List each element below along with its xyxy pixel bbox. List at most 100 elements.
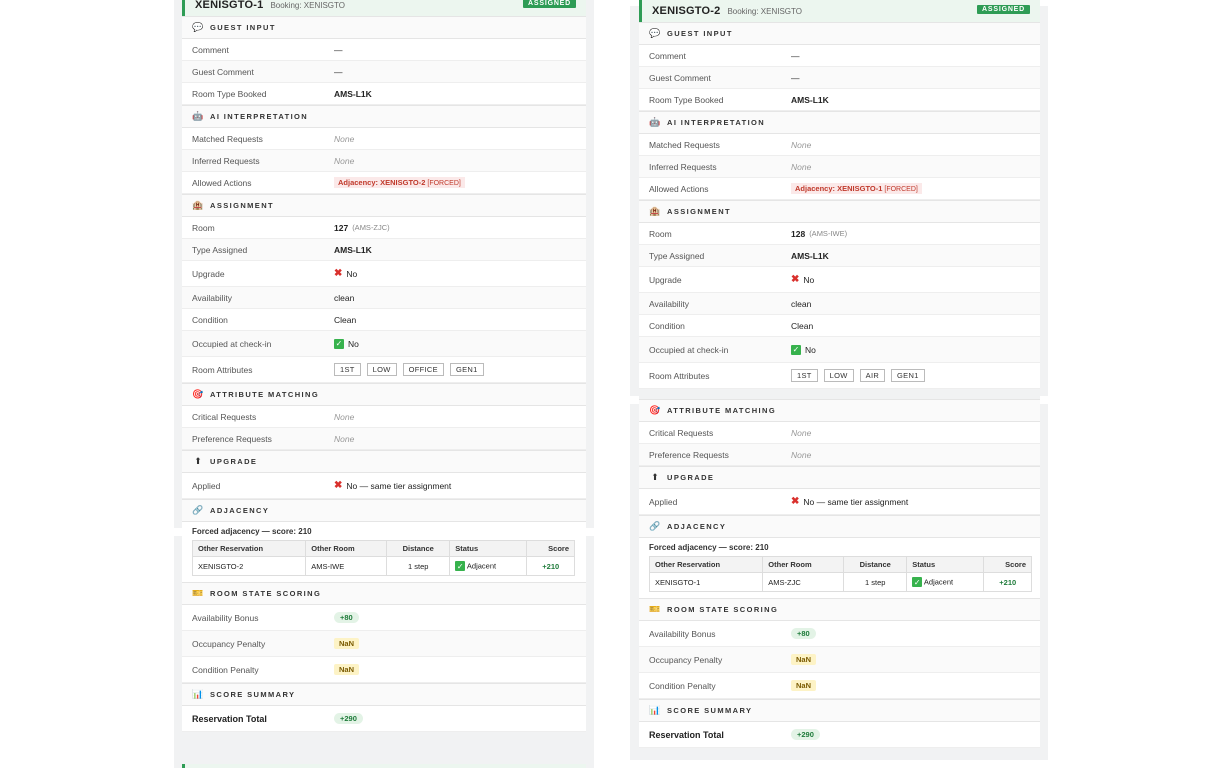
section-guest-input: 💬 GUEST INPUT [639, 22, 1040, 45]
col-other-reservation: Other Reservation [191, 540, 307, 557]
section-title: ASSIGNMENT [667, 207, 732, 216]
row-label: Occupied at check-in [649, 344, 729, 355]
row-allowed-actions: Allowed Actions Adjacency: XENISGTO-2 [FOR… [182, 172, 586, 194]
section-room-state-scoring: 🎫 ROOM STATE SCORING [639, 598, 1040, 621]
forced-text: Adjacency: XENISGTO-2 [338, 178, 426, 187]
row-room-type-booked: Room Type Booked AMS-L1K [639, 89, 1040, 111]
row-value: None [334, 155, 355, 166]
adjacency-table: Other Reservation Other Room Distance St… [648, 556, 1032, 592]
attribute-chip: 1ST [791, 369, 818, 382]
row-room-attributes: Room Attributes 1ST LOW AIR GEN1 [639, 363, 1040, 389]
status-badge: ASSIGNED [523, 0, 576, 8]
row-value: clean [334, 292, 355, 303]
row-availability-bonus: Availability Bonus +80 [182, 605, 586, 631]
bar-chart-icon: 📊 [192, 689, 204, 699]
score-pill: NaN [334, 664, 360, 675]
card-header: XENISGTO-2 Booking: XENISGTO ASSIGNED [639, 0, 1040, 22]
section-title: ATTRIBUTE MATCHING [667, 406, 777, 415]
booking-label: Booking: XENISGTO [727, 6, 802, 16]
row-availability: Availability clean [182, 287, 586, 309]
row-label: Comment [192, 44, 229, 55]
attribute-chip: LOW [366, 363, 397, 376]
robot-icon: 🤖 [192, 111, 204, 121]
row-label: Room Attributes [192, 364, 253, 375]
row-label: Inferred Requests [649, 161, 717, 172]
check-icon: ✓ [912, 577, 923, 587]
room-number: 127 [334, 222, 349, 233]
row-label: Availability [192, 292, 233, 303]
forced-text: Adjacency: XENISGTO-1 [795, 184, 883, 193]
row-type-assigned: Type Assigned AMS-L1K [182, 239, 586, 261]
row-label: Type Assigned [192, 244, 248, 255]
row-occupied: Occupied at check-in ✓ No [182, 331, 586, 357]
row-room-attributes: Room Attributes 1ST LOW OFFICE GEN1 [182, 357, 586, 383]
row-room-type-booked: Room Type Booked AMS-L1K [182, 83, 586, 105]
row-label: Occupancy Penalty [649, 654, 723, 665]
row-type-assigned: Type Assigned AMS-L1K [639, 245, 1040, 267]
section-title: SCORE SUMMARY [210, 690, 296, 699]
score-pill: +80 [791, 628, 816, 639]
row-value: None [791, 161, 812, 172]
next-card-edge [182, 764, 586, 768]
row-label: Room Type Booked [649, 94, 724, 105]
score-pill: NaN [791, 654, 817, 665]
row-value: None [791, 449, 812, 460]
reservation-card-2: XENISGTO-2 Booking: XENISGTO ASSIGNED 💬 … [639, 0, 1040, 748]
row-room: Room 128 (AMS-IWE) [639, 223, 1040, 245]
attribute-chip: LOW [823, 369, 854, 382]
section-score-summary: 📊 SCORE SUMMARY [182, 683, 586, 706]
row-upgrade: Upgrade ✖ No [182, 261, 586, 287]
attribute-chip: OFFICE [402, 363, 444, 376]
reservation-id: XENISGTO-1 [195, 0, 264, 11]
hotel-icon: 🏨 [192, 200, 204, 210]
row-upgrade: Upgrade ✖ No [639, 267, 1040, 293]
attribute-chip: AIR [859, 369, 886, 382]
section-score-summary: 📊 SCORE SUMMARY [639, 699, 1040, 722]
speech-bubble-icon: 💬 [192, 22, 204, 32]
adjacency-summary: Forced adjacency — score: 210 [192, 527, 312, 536]
score-pill: NaN [791, 680, 817, 691]
col-distance: Distance [386, 540, 451, 557]
row-label: Comment [649, 50, 686, 61]
cross-icon: ✖ [334, 480, 343, 491]
row-label: Preference Requests [649, 449, 729, 460]
section-title: ADJACENCY [667, 522, 727, 531]
row-availability-bonus: Availability Bonus +80 [639, 621, 1040, 647]
row-comment: Comment — [639, 45, 1040, 67]
row-label: Condition Penalty [192, 664, 259, 675]
section-title: ATTRIBUTE MATCHING [210, 390, 320, 399]
status-badge: ASSIGNED [977, 5, 1030, 14]
row-occupancy-penalty: Occupancy Penalty NaN [182, 631, 586, 657]
row-condition: Condition Clean [639, 315, 1040, 337]
col-score: Score [526, 540, 575, 557]
robot-icon: 🤖 [649, 117, 661, 127]
table-row: XENISGTO-2 AMS-IWE 1 step ✓ Adjacent +21… [191, 556, 575, 576]
row-value: No [346, 268, 358, 279]
row-label: Room [192, 222, 215, 233]
section-title: UPGRADE [667, 473, 715, 482]
row-label: Availability Bonus [192, 612, 259, 623]
row-label: Applied [192, 480, 221, 491]
row-value: None [334, 133, 355, 144]
check-icon: ✓ [791, 344, 801, 355]
row-guest-comment: Guest Comment — [639, 67, 1040, 89]
row-value: No — same tier assignment [346, 480, 452, 491]
row-critical-requests: Critical Requests None [639, 422, 1040, 444]
cell-distance: 1 step [843, 572, 908, 592]
section-upgrade: ⬆ UPGRADE [182, 450, 586, 473]
row-occupied: Occupied at check-in ✓ No [639, 337, 1040, 363]
up-arrow-icon: ⬆ [651, 472, 659, 482]
row-label: Room Type Booked [192, 88, 267, 99]
adjacency-body: Forced adjacency — score: 210 Other Rese… [639, 538, 1040, 598]
section-title: UPGRADE [210, 457, 258, 466]
target-icon: 🎯 [192, 389, 204, 399]
row-label: Availability [649, 298, 690, 309]
row-label: Reservation Total [192, 713, 267, 724]
section-attribute-matching: 🎯 ATTRIBUTE MATCHING [182, 383, 586, 406]
check-icon: ✓ [334, 338, 344, 349]
section-upgrade: ⬆ UPGRADE [639, 466, 1040, 489]
section-title: GUEST INPUT [667, 29, 733, 38]
row-upgrade-applied: Applied ✖ No — same tier assignment [639, 489, 1040, 515]
section-adjacency: 🔗 ADJACENCY [182, 499, 586, 522]
room-code: (AMS-ZJC) [352, 223, 390, 232]
